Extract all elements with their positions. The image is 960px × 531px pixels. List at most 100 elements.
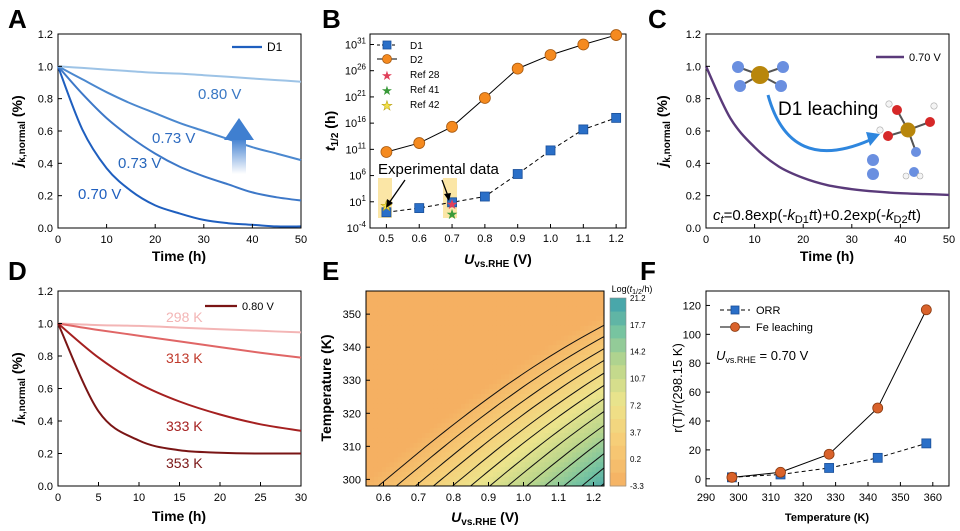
heatmap-cell (520, 412, 526, 419)
heatmap-cell (504, 300, 510, 307)
heatmap-cell (417, 422, 423, 429)
heatmap-cell (600, 403, 604, 409)
heatmap-cell (397, 325, 403, 331)
heatmap-cell (508, 456, 514, 463)
heatmap-cell (528, 373, 534, 380)
panel-b-xtick-label: 1.0 (543, 233, 558, 245)
heatmap-cell (437, 476, 442, 482)
heatmap-cell (524, 339, 530, 346)
heatmap-cell (572, 291, 577, 297)
panel-f-ytick-label: 80 (689, 358, 701, 370)
heatmap-cell (449, 291, 454, 297)
heatmap-cell (397, 378, 403, 385)
heatmap-cell (564, 427, 569, 433)
heatmap-cell (389, 330, 395, 336)
heatmap-cell (401, 330, 407, 336)
heatmap-cell (453, 373, 458, 380)
heatmap-cell (389, 325, 395, 331)
heatmap-cell (369, 295, 375, 302)
heatmap-cell (528, 432, 534, 438)
heatmap-cell (445, 378, 450, 385)
heatmap-cell (508, 461, 514, 468)
heatmap-cell (377, 408, 383, 414)
heatmap-cell (366, 447, 371, 453)
heatmap-cell (516, 354, 522, 360)
heatmap-cell (393, 344, 399, 351)
heatmap-cell (425, 359, 431, 365)
heatmap-cell (516, 408, 522, 414)
heatmap-cell (540, 451, 546, 458)
heatmap-cell (532, 339, 538, 346)
heatmap-cell (377, 310, 383, 316)
heatmap-cell (524, 325, 530, 331)
heatmap-cell (441, 383, 446, 390)
heatmap-cell (500, 315, 506, 321)
heatmap-cell (461, 325, 466, 331)
heatmap-cell (572, 359, 577, 365)
heatmap-cell (528, 456, 534, 463)
heatmap-cell (461, 408, 466, 414)
heatmap-cell (544, 295, 550, 302)
heatmap-cell (405, 437, 411, 443)
heatmap-cell (373, 339, 379, 346)
heatmap-cell (528, 349, 534, 355)
heatmap-cell (473, 300, 478, 307)
heatmap-cell (520, 393, 526, 399)
heatmap-cell (369, 339, 375, 346)
heatmap-cell (397, 320, 403, 326)
heatmap-cell (425, 427, 431, 433)
heatmap-cell (461, 471, 466, 477)
heatmap-cell (425, 349, 431, 355)
heatmap-cell (393, 300, 399, 307)
heatmap-cell (445, 325, 450, 331)
heatmap-cell (560, 476, 565, 482)
heatmap-cell (481, 334, 486, 341)
heatmap-cell (568, 471, 573, 477)
heatmap-cell (492, 339, 498, 346)
heatmap-cell (377, 339, 383, 346)
panel-a-ytick-label: 0.4 (38, 158, 53, 170)
panel-f-xtick-label: 360 (924, 492, 942, 504)
heatmap-cell (528, 364, 534, 370)
heatmap-cell (540, 476, 546, 482)
heatmap-cell (584, 422, 589, 429)
heatmap-cell (453, 403, 458, 409)
panel-e-xtick-label: 1.1 (551, 492, 566, 504)
heatmap-cell (437, 393, 442, 399)
heatmap-cell (504, 451, 510, 458)
heatmap-cell (508, 339, 514, 346)
heatmap-cell (366, 369, 371, 375)
heatmap-cell (469, 310, 474, 316)
heatmap-cell (405, 359, 411, 365)
heatmap-cell (500, 476, 506, 482)
colorbar-segment (610, 378, 626, 393)
heatmap-cell (532, 334, 538, 341)
heatmap-cell (433, 456, 438, 463)
heatmap-cell (532, 344, 538, 351)
heatmap-cell (520, 359, 526, 365)
panel-f-fe-point (920, 304, 932, 316)
heatmap-cell (441, 291, 446, 297)
panel-f-fe-point (726, 471, 738, 483)
heatmap-cell (516, 359, 522, 365)
heatmap-cell (580, 437, 585, 443)
heatmap-cell (584, 427, 589, 433)
heatmap-cell (556, 388, 561, 394)
heatmap-cell (429, 398, 435, 404)
heatmap-cell (536, 403, 542, 409)
heatmap-cell (568, 315, 573, 321)
heatmap-cell (457, 369, 462, 375)
heatmap-cell (473, 481, 478, 486)
heatmap-cell (504, 310, 510, 316)
heatmap-cell (413, 461, 419, 468)
heatmap-cell (532, 369, 538, 375)
heatmap-cell (457, 476, 462, 482)
heatmap-cell (473, 315, 478, 321)
heatmap-cell (592, 432, 597, 438)
heatmap-cell (393, 310, 399, 316)
heatmap-cell (564, 378, 569, 385)
heatmap-cell (421, 291, 427, 297)
heatmap-cell (421, 344, 427, 351)
heatmap-cell (389, 408, 395, 414)
heatmap-cell (449, 378, 454, 385)
